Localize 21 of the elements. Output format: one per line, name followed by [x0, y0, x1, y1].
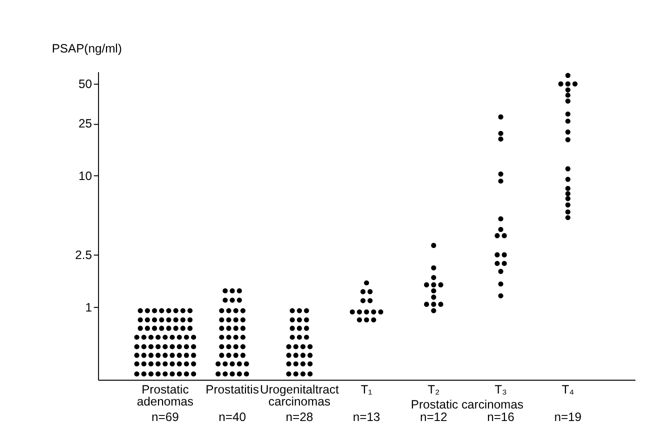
y-tick-label: 25 — [78, 116, 92, 131]
text: n=28 — [286, 410, 314, 424]
text: n=16 — [487, 410, 515, 424]
x-tick-label: Prostatic adenomas — [136, 382, 194, 408]
x-tick-label: Prostatitis — [206, 382, 259, 396]
text: n=13 — [352, 410, 380, 424]
text: n=12 — [420, 410, 448, 424]
text: n=19 — [554, 410, 582, 424]
x-tick-label: T₁ — [360, 382, 372, 396]
y-tick-label: 1 — [85, 300, 92, 314]
text: n=40 — [218, 410, 246, 424]
y-tick-label: 50 — [78, 77, 92, 92]
x-tick-label: T₄ — [562, 382, 574, 396]
y-tick-label: 10 — [78, 168, 92, 183]
y-tick-label: 2.5 — [75, 248, 92, 262]
x-tick-label: Urogenitaltract carcinomas — [260, 382, 340, 408]
text: n=69 — [152, 410, 180, 424]
x-tick-label: T₃ — [494, 382, 507, 396]
y-axis-title: PSAP(ng/ml) — [52, 41, 122, 56]
text: Prostatic carcinomas — [410, 398, 524, 412]
x-tick-label: T₂ — [428, 382, 440, 396]
